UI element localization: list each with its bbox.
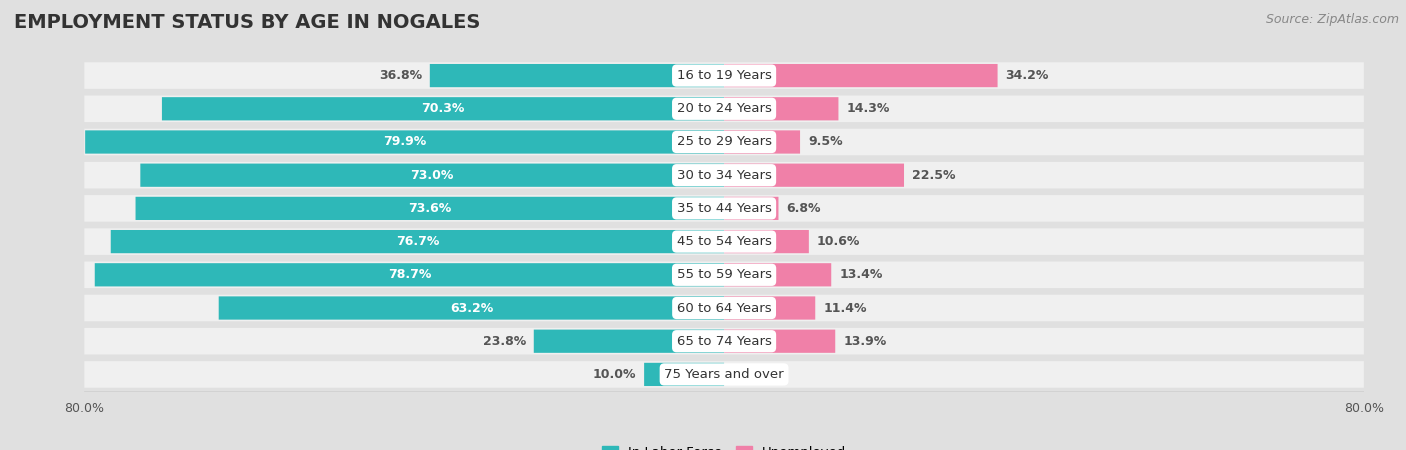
Text: 35 to 44 Years: 35 to 44 Years [676,202,772,215]
Text: 11.4%: 11.4% [824,302,866,315]
Text: 22.5%: 22.5% [912,169,956,182]
Text: 10.0%: 10.0% [592,368,636,381]
Text: 75 Years and over: 75 Years and over [664,368,785,381]
FancyBboxPatch shape [84,295,1364,321]
FancyBboxPatch shape [135,197,724,220]
FancyBboxPatch shape [84,261,1364,288]
Text: 25 to 29 Years: 25 to 29 Years [676,135,772,148]
Text: 9.5%: 9.5% [808,135,842,148]
FancyBboxPatch shape [430,64,724,87]
FancyBboxPatch shape [724,130,800,153]
FancyBboxPatch shape [162,97,724,121]
FancyBboxPatch shape [84,195,1364,222]
FancyBboxPatch shape [141,163,724,187]
FancyBboxPatch shape [724,263,831,287]
FancyBboxPatch shape [644,363,724,386]
FancyBboxPatch shape [84,95,1364,122]
FancyBboxPatch shape [86,130,724,153]
Text: 63.2%: 63.2% [450,302,494,315]
FancyBboxPatch shape [534,329,724,353]
Text: 10.6%: 10.6% [817,235,860,248]
Text: 13.4%: 13.4% [839,268,883,281]
FancyBboxPatch shape [111,230,724,253]
FancyBboxPatch shape [84,328,1364,355]
Text: 65 to 74 Years: 65 to 74 Years [676,335,772,348]
FancyBboxPatch shape [84,129,1364,155]
FancyBboxPatch shape [724,329,835,353]
FancyBboxPatch shape [94,263,724,287]
Text: 45 to 54 Years: 45 to 54 Years [676,235,772,248]
Text: 34.2%: 34.2% [1005,69,1049,82]
Text: 14.3%: 14.3% [846,102,890,115]
Text: 20 to 24 Years: 20 to 24 Years [676,102,772,115]
FancyBboxPatch shape [84,228,1364,255]
FancyBboxPatch shape [724,97,838,121]
FancyBboxPatch shape [724,64,998,87]
Text: 23.8%: 23.8% [482,335,526,348]
FancyBboxPatch shape [724,297,815,320]
FancyBboxPatch shape [84,62,1364,89]
FancyBboxPatch shape [724,197,779,220]
Text: 60 to 64 Years: 60 to 64 Years [676,302,772,315]
Legend: In Labor Force, Unemployed: In Labor Force, Unemployed [596,441,852,450]
Text: 78.7%: 78.7% [388,268,432,281]
Text: 6.8%: 6.8% [786,202,821,215]
Text: 73.0%: 73.0% [411,169,454,182]
Text: 30 to 34 Years: 30 to 34 Years [676,169,772,182]
Text: 70.3%: 70.3% [422,102,465,115]
FancyBboxPatch shape [84,162,1364,189]
Text: 36.8%: 36.8% [378,69,422,82]
Text: 13.9%: 13.9% [844,335,887,348]
Text: 79.9%: 79.9% [382,135,426,148]
FancyBboxPatch shape [724,163,904,187]
Text: 16 to 19 Years: 16 to 19 Years [676,69,772,82]
Text: 76.7%: 76.7% [395,235,439,248]
Text: 73.6%: 73.6% [408,202,451,215]
Text: 0.0%: 0.0% [733,368,766,381]
Text: EMPLOYMENT STATUS BY AGE IN NOGALES: EMPLOYMENT STATUS BY AGE IN NOGALES [14,14,481,32]
FancyBboxPatch shape [219,297,724,320]
FancyBboxPatch shape [724,230,808,253]
Text: Source: ZipAtlas.com: Source: ZipAtlas.com [1265,14,1399,27]
Text: 55 to 59 Years: 55 to 59 Years [676,268,772,281]
FancyBboxPatch shape [84,361,1364,388]
